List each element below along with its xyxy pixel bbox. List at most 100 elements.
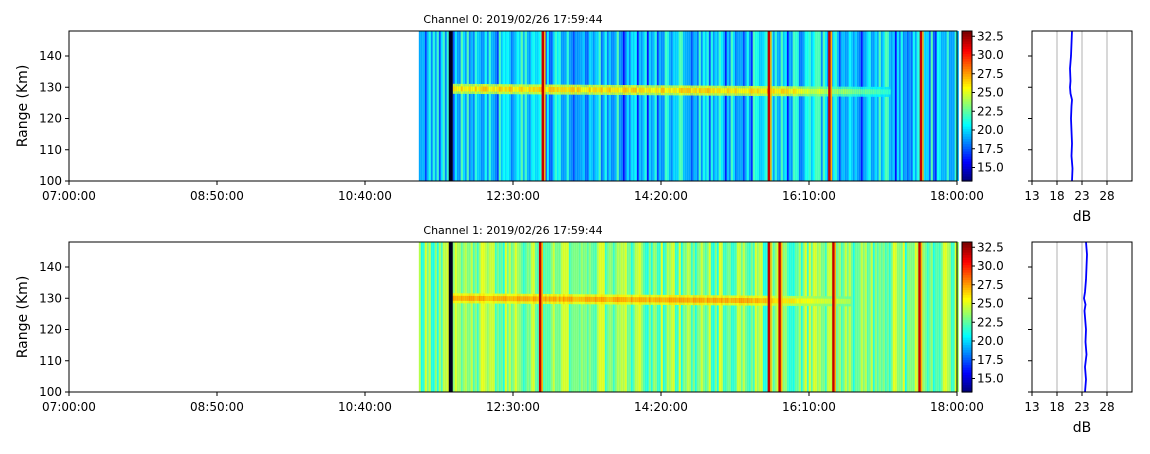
echo-layer-core: [486, 86, 489, 92]
echo-layer-core: [748, 298, 751, 304]
echo-layer-core: [704, 88, 707, 94]
colorbar-segment: [962, 289, 972, 293]
echo-layer-core: [562, 296, 565, 302]
echo-layer-core: [510, 86, 513, 92]
echo-layer-core: [490, 86, 493, 92]
echo-layer-core: [762, 298, 765, 304]
heatmap-column: [832, 31, 835, 181]
colorbar-segment: [962, 141, 972, 145]
heatmap-column: [760, 242, 763, 392]
heatmap-column: [688, 242, 691, 392]
echo-layer-core: [506, 296, 509, 302]
heatmap-column: [740, 31, 743, 181]
colorbar-segment: [962, 369, 972, 373]
echo-layer-core: [858, 89, 861, 95]
echo-layer-core: [782, 88, 785, 94]
heatmap-column: [470, 31, 473, 181]
echo-layer-core: [650, 297, 653, 303]
heatmap-column: [798, 31, 801, 181]
echo-layer-core: [884, 89, 887, 95]
echo-layer-core: [838, 298, 841, 304]
echo-layer-core: [814, 88, 817, 94]
heatmap-column: [638, 242, 641, 392]
echo-layer-core: [792, 88, 795, 94]
heatmap-column: [886, 242, 889, 392]
echo-layer-core: [782, 298, 785, 304]
heatmap-column: [664, 242, 667, 392]
echo-layer-core: [570, 296, 573, 302]
heatmap-column: [662, 242, 665, 392]
echo-layer-core: [816, 298, 819, 304]
echo-layer-core: [484, 296, 487, 302]
echo-layer-core: [516, 296, 519, 302]
echo-layer-core: [638, 297, 641, 303]
heatmap-column: [560, 31, 563, 181]
heatmap-column: [678, 31, 681, 181]
heatmap-column: [878, 31, 881, 181]
heatmap-column: [818, 242, 821, 392]
echo-layer-core: [456, 86, 459, 92]
heatmap-column: [874, 31, 877, 181]
heatmap-column: [602, 31, 605, 181]
echo-layer-core: [538, 86, 541, 92]
y-axis-label: Range (Km): [15, 65, 31, 148]
heatmap-column: [442, 31, 445, 181]
echo-layer-core: [664, 297, 667, 303]
colorbar-segment: [962, 81, 972, 85]
echo-layer-core: [574, 296, 577, 302]
echo-layer-core: [566, 87, 569, 93]
heatmap-column: [872, 31, 875, 181]
heatmap-column: [666, 242, 669, 392]
colorbar-segment: [962, 327, 972, 331]
heatmap-column: [592, 31, 595, 181]
colorbar-segment: [962, 282, 972, 286]
heatmap-column: [670, 242, 673, 392]
echo-layer-core: [640, 87, 643, 93]
heatmap-column: [874, 242, 877, 392]
heatmap-column: [844, 31, 847, 181]
heatmap-column: [620, 31, 623, 181]
heatmap-column: [934, 242, 937, 392]
heatmap-column: [576, 242, 579, 392]
heatmap-column: [748, 242, 751, 392]
profile-x-tick-label: 18: [1049, 400, 1064, 414]
heatmap-column: [822, 31, 825, 181]
heatmap-column: [682, 242, 685, 392]
colorbar-segment: [962, 68, 972, 72]
colorbar-segment: [962, 143, 972, 147]
heatmap-column: [924, 242, 927, 392]
heatmap-column: [598, 31, 601, 181]
colorbar-segment: [962, 41, 972, 45]
heatmap-column: [666, 31, 669, 181]
echo-layer-core: [758, 298, 761, 304]
heatmap-column: [914, 31, 917, 181]
echo-layer-core: [850, 89, 853, 95]
heatmap-column: [604, 31, 607, 181]
heatmap-column: [812, 242, 815, 392]
echo-layer-core: [856, 89, 859, 95]
y-tick-label: 110: [39, 354, 62, 368]
heatmap-column: [916, 31, 919, 181]
echo-layer-core: [548, 296, 551, 302]
heatmap-column: [754, 31, 757, 181]
echo-layer-core: [610, 87, 613, 93]
echo-layer-core: [786, 88, 789, 94]
colorbar-tick-label: 20.0: [977, 123, 1004, 137]
echo-layer-core: [644, 87, 647, 93]
echo-layer-core: [550, 87, 553, 93]
heatmap-column: [544, 31, 547, 181]
heatmap-column: [556, 31, 559, 181]
echo-layer-core: [716, 88, 719, 94]
echo-layer-core: [676, 297, 679, 303]
echo-layer-core: [760, 298, 763, 304]
x-tick-label: 18:00:00: [930, 189, 984, 203]
echo-layer-core: [684, 297, 687, 303]
colorbar-segment: [962, 377, 972, 381]
heatmap-column: [742, 242, 745, 392]
echo-layer-core: [784, 88, 787, 94]
echo-layer-core: [476, 295, 479, 301]
heatmap-column: [824, 31, 827, 181]
heatmap-column: [800, 242, 803, 392]
echo-layer-core: [602, 87, 605, 93]
echo-layer-core: [772, 88, 775, 94]
